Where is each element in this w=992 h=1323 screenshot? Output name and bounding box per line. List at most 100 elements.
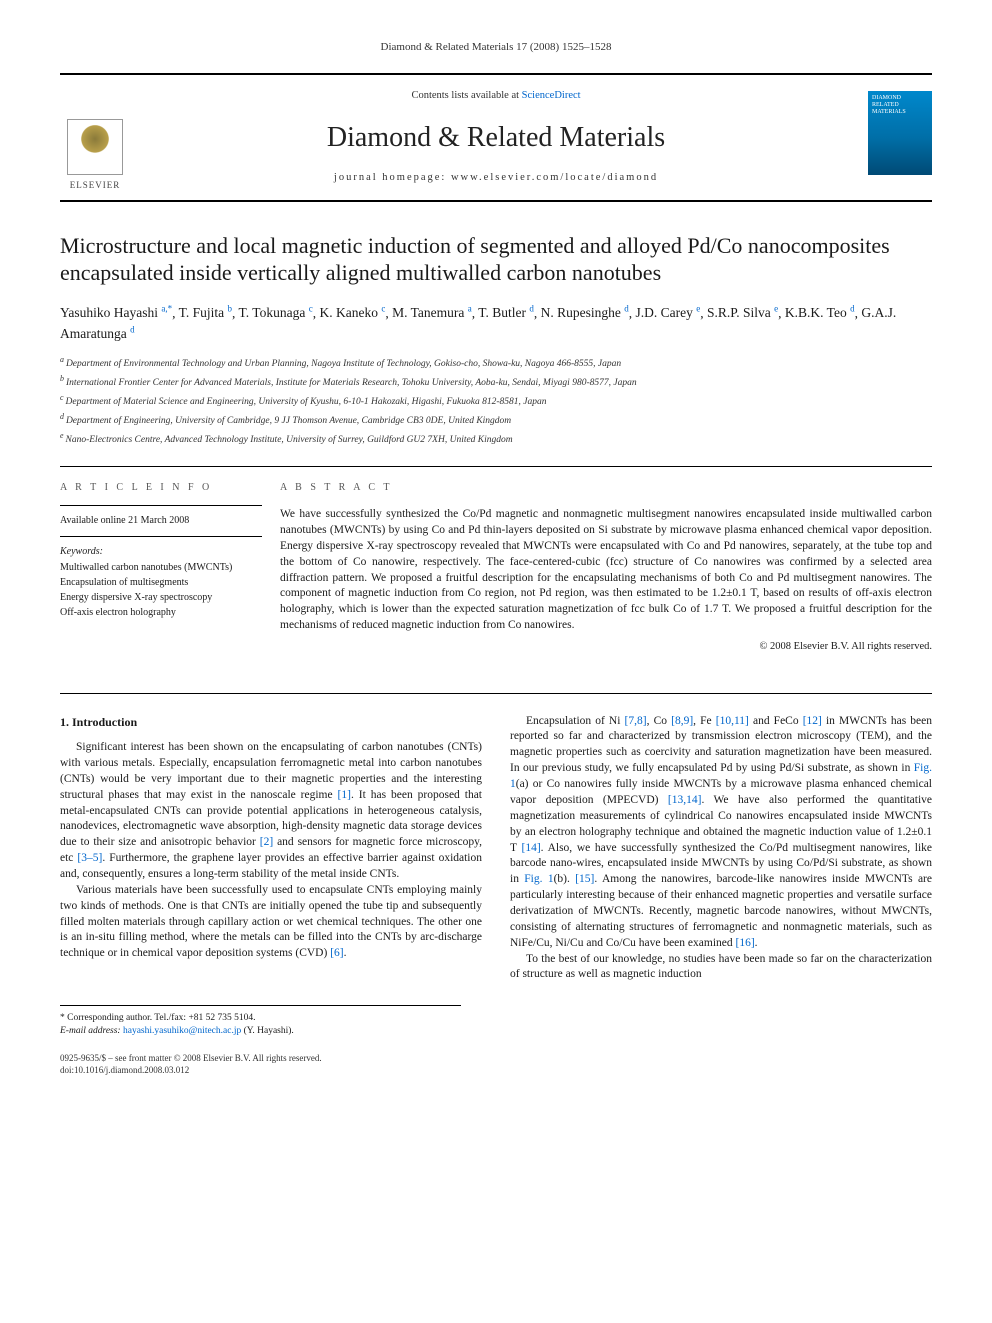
body-paragraph: Significant interest has been shown on t… bbox=[60, 740, 482, 883]
doi: doi:10.1016/j.diamond.2008.03.012 bbox=[60, 1064, 932, 1076]
issn-copyright: 0925-9635/$ – see front matter © 2008 El… bbox=[60, 1052, 932, 1064]
affiliation: d Department of Engineering, University … bbox=[60, 411, 932, 429]
affiliation-sup: a bbox=[60, 355, 66, 364]
keyword: Energy dispersive X-ray spectroscopy bbox=[60, 591, 262, 605]
email-line: E-mail address: hayashi.yasuhiko@nitech.… bbox=[60, 1025, 461, 1038]
citation-link[interactable]: [12] bbox=[803, 715, 822, 727]
affiliation-sup: e bbox=[60, 431, 66, 440]
divider bbox=[60, 536, 262, 537]
citation-link[interactable]: [16] bbox=[736, 937, 755, 949]
citation-link[interactable]: [6] bbox=[330, 947, 343, 959]
affiliation: b International Frontier Center for Adva… bbox=[60, 373, 932, 391]
author-affiliation-sup: e bbox=[696, 304, 700, 314]
keyword: Multiwalled carbon nanotubes (MWCNTs) bbox=[60, 561, 262, 575]
author: S.R.P. Silva e bbox=[707, 305, 778, 320]
abstract-heading: A B S T R A C T bbox=[280, 481, 932, 495]
publisher-name: ELSEVIER bbox=[70, 179, 121, 192]
author-affiliation-sup: d bbox=[130, 325, 135, 335]
author-affiliation-sup: d bbox=[850, 304, 855, 314]
abstract-copyright: © 2008 Elsevier B.V. All rights reserved… bbox=[280, 640, 932, 655]
body-paragraph: Encapsulation of Ni [7,8], Co [8,9], Fe … bbox=[510, 714, 932, 952]
elsevier-logo: ELSEVIER bbox=[60, 112, 130, 192]
section-heading: 1. Introduction bbox=[60, 714, 482, 731]
abstract-block: A B S T R A C T We have successfully syn… bbox=[280, 467, 932, 667]
author: T. Butler d bbox=[478, 305, 534, 320]
footer-meta: 0925-9635/$ – see front matter © 2008 El… bbox=[60, 1052, 932, 1076]
figure-link[interactable]: Fig. 1 bbox=[524, 873, 553, 885]
masthead-center: Contents lists available at ScienceDirec… bbox=[150, 85, 842, 200]
elsevier-tree-icon bbox=[67, 119, 123, 175]
running-header: Diamond & Related Materials 17 (2008) 15… bbox=[60, 40, 932, 55]
journal-homepage-line: journal homepage: www.elsevier.com/locat… bbox=[160, 171, 832, 186]
affiliation: a Department of Environmental Technology… bbox=[60, 354, 932, 372]
citation-link[interactable]: [14] bbox=[522, 842, 541, 854]
keywords-list: Multiwalled carbon nanotubes (MWCNTs)Enc… bbox=[60, 561, 262, 620]
body-text: . Furthermore, the graphene layer provid… bbox=[60, 852, 482, 880]
author: T. Tokunaga c bbox=[239, 305, 313, 320]
body-text: Encapsulation of Ni bbox=[526, 715, 625, 727]
body-text: and FeCo bbox=[749, 715, 803, 727]
author-affiliation-sup: b bbox=[228, 304, 233, 314]
body-text: . bbox=[755, 937, 758, 949]
footnotes: * Corresponding author. Tel./fax: +81 52… bbox=[60, 1005, 461, 1038]
citation-link[interactable]: [3–5] bbox=[77, 852, 102, 864]
keyword: Encapsulation of multisegments bbox=[60, 576, 262, 590]
email-who: (Y. Hayashi). bbox=[244, 1026, 294, 1036]
journal-cover-thumbnail: DIAMOND RELATED MATERIALS bbox=[868, 91, 932, 175]
author-affiliation-sup: d bbox=[529, 304, 534, 314]
keywords-heading: Keywords: bbox=[60, 545, 262, 559]
affiliation-sup: b bbox=[60, 374, 66, 383]
divider bbox=[60, 693, 932, 694]
body-columns: 1. Introduction Significant interest has… bbox=[60, 714, 932, 984]
sciencedirect-link[interactable]: ScienceDirect bbox=[522, 90, 581, 101]
body-text: . bbox=[344, 947, 347, 959]
author: K.B.K. Teo d bbox=[785, 305, 855, 320]
email-label: E-mail address: bbox=[60, 1026, 121, 1036]
author: K. Kaneko c bbox=[319, 305, 385, 320]
affiliation: c Department of Material Science and Eng… bbox=[60, 392, 932, 410]
body-text: To the best of our knowledge, no studies… bbox=[510, 953, 932, 981]
citation-link[interactable]: [15] bbox=[575, 873, 594, 885]
author-list: Yasuhiko Hayashi a,*, T. Fujita b, T. To… bbox=[60, 303, 932, 345]
available-online: Available online 21 March 2008 bbox=[60, 514, 262, 528]
homepage-url: www.elsevier.com/locate/diamond bbox=[451, 172, 658, 183]
citation-link[interactable]: [10,11] bbox=[716, 715, 749, 727]
homepage-prefix: journal homepage: bbox=[334, 172, 451, 183]
affiliation: e Nano-Electronics Centre, Advanced Tech… bbox=[60, 430, 932, 448]
author: M. Tanemura a bbox=[392, 305, 472, 320]
author: T. Fujita b bbox=[179, 305, 232, 320]
author-affiliation-sup: a bbox=[468, 304, 472, 314]
affiliation-list: a Department of Environmental Technology… bbox=[60, 354, 932, 448]
author-affiliation-sup: e bbox=[774, 304, 778, 314]
author-affiliation-sup: d bbox=[624, 304, 629, 314]
footnote-text: Corresponding author. Tel./fax: +81 52 7… bbox=[67, 1013, 255, 1023]
citation-link[interactable]: [8,9] bbox=[671, 715, 693, 727]
corresponding-author-note: * Corresponding author. Tel./fax: +81 52… bbox=[60, 1012, 461, 1025]
citation-link[interactable]: [2] bbox=[260, 836, 273, 848]
author-affiliation-sup: c bbox=[381, 304, 385, 314]
author: Yasuhiko Hayashi a,* bbox=[60, 305, 172, 320]
author: J.D. Carey e bbox=[636, 305, 701, 320]
body-paragraph: Various materials have been successfully… bbox=[60, 883, 482, 962]
publisher-logo-area: ELSEVIER bbox=[60, 85, 150, 200]
body-text: Various materials have been successfully… bbox=[60, 884, 482, 959]
body-text: (b). bbox=[554, 873, 576, 885]
author-affiliation-sup: c bbox=[309, 304, 313, 314]
citation-link[interactable]: [7,8] bbox=[625, 715, 647, 727]
corresponding-star-icon: * bbox=[168, 304, 173, 314]
divider bbox=[60, 505, 262, 506]
author: N. Rupesinghe d bbox=[541, 305, 629, 320]
journal-cover-area: DIAMOND RELATED MATERIALS bbox=[842, 85, 932, 200]
body-paragraph: To the best of our knowledge, no studies… bbox=[510, 952, 932, 984]
contents-available-line: Contents lists available at ScienceDirec… bbox=[160, 89, 832, 104]
article-title: Microstructure and local magnetic induct… bbox=[60, 232, 932, 287]
affiliation-sup: d bbox=[60, 412, 66, 421]
masthead: ELSEVIER Contents lists available at Sci… bbox=[60, 73, 932, 202]
info-abstract-row: A R T I C L E I N F O Available online 2… bbox=[60, 466, 932, 667]
article-info-heading: A R T I C L E I N F O bbox=[60, 481, 262, 495]
abstract-text: We have successfully synthesized the Co/… bbox=[280, 507, 932, 634]
citation-link[interactable]: [13,14] bbox=[668, 794, 702, 806]
body-text: , Co bbox=[647, 715, 672, 727]
citation-link[interactable]: [1] bbox=[338, 789, 351, 801]
email-link[interactable]: hayashi.yasuhiko@nitech.ac.jp bbox=[123, 1026, 241, 1036]
